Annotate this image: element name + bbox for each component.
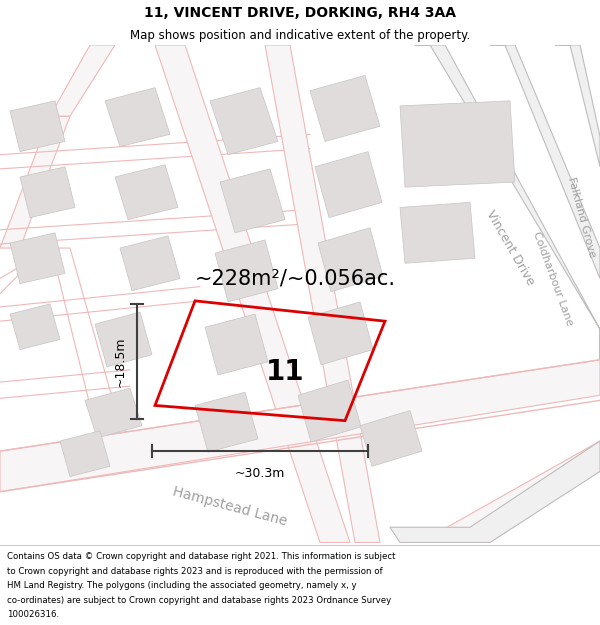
Polygon shape (315, 152, 382, 218)
Polygon shape (10, 101, 65, 152)
Text: Coldharbour Lane: Coldharbour Lane (531, 230, 575, 327)
Text: ~30.3m: ~30.3m (235, 467, 285, 480)
Polygon shape (205, 314, 268, 375)
Polygon shape (220, 169, 285, 233)
Polygon shape (210, 88, 278, 154)
Polygon shape (50, 45, 115, 116)
Text: 11: 11 (266, 358, 304, 386)
Polygon shape (390, 441, 600, 542)
Polygon shape (360, 411, 422, 466)
Polygon shape (400, 202, 475, 263)
Polygon shape (298, 380, 361, 442)
Text: Falkland Grove: Falkland Grove (566, 176, 598, 259)
Polygon shape (115, 165, 178, 219)
Polygon shape (95, 312, 152, 367)
Text: to Crown copyright and database rights 2023 and is reproduced with the permissio: to Crown copyright and database rights 2… (7, 567, 383, 576)
Polygon shape (20, 167, 75, 217)
Polygon shape (0, 360, 600, 492)
Polygon shape (215, 240, 278, 302)
Polygon shape (195, 392, 258, 452)
Polygon shape (10, 304, 60, 349)
Text: co-ordinates) are subject to Crown copyright and database rights 2023 Ordnance S: co-ordinates) are subject to Crown copyr… (7, 596, 391, 605)
Polygon shape (120, 236, 180, 291)
Polygon shape (0, 116, 70, 248)
Text: HM Land Registry. The polygons (including the associated geometry, namely x, y: HM Land Registry. The polygons (includin… (7, 581, 357, 590)
Polygon shape (318, 228, 383, 292)
Text: Vincent Drive: Vincent Drive (483, 208, 537, 288)
Polygon shape (60, 431, 110, 476)
Text: Hampstead Lane: Hampstead Lane (171, 485, 289, 529)
Polygon shape (85, 388, 142, 438)
Polygon shape (10, 233, 65, 284)
Polygon shape (400, 101, 515, 187)
Text: ~18.5m: ~18.5m (114, 336, 127, 386)
Polygon shape (415, 45, 600, 360)
Text: 11, VINCENT DRIVE, DORKING, RH4 3AA: 11, VINCENT DRIVE, DORKING, RH4 3AA (144, 6, 456, 19)
Polygon shape (105, 88, 170, 146)
Polygon shape (265, 45, 380, 542)
Polygon shape (555, 45, 600, 167)
Text: Contains OS data © Crown copyright and database right 2021. This information is : Contains OS data © Crown copyright and d… (7, 552, 396, 561)
Text: ~228m²/~0.056ac.: ~228m²/~0.056ac. (195, 269, 396, 289)
Polygon shape (310, 76, 380, 141)
Polygon shape (308, 302, 373, 365)
Polygon shape (155, 45, 350, 542)
Polygon shape (420, 441, 600, 542)
Text: 100026316.: 100026316. (7, 610, 59, 619)
Text: Map shows position and indicative extent of the property.: Map shows position and indicative extent… (130, 29, 470, 42)
Polygon shape (490, 45, 600, 279)
